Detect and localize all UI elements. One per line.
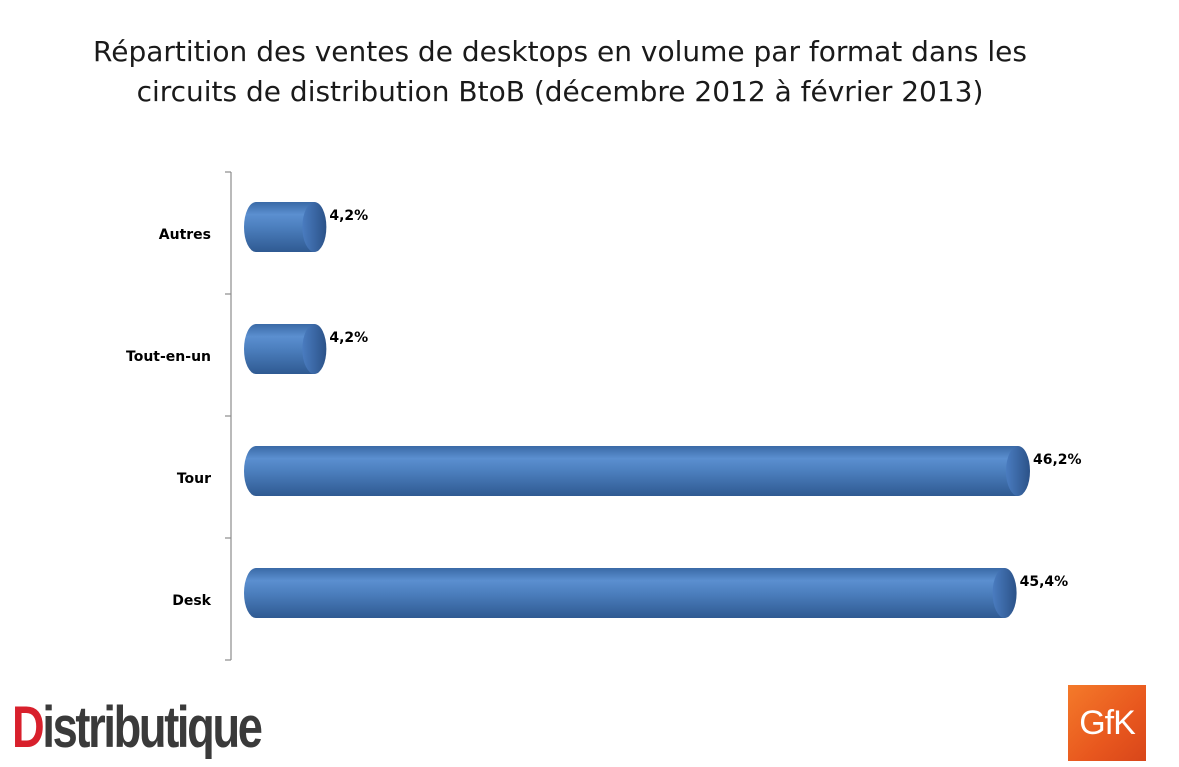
data-label: 4,2%	[329, 330, 368, 346]
chart-title: Répartition des ventes de desktops en vo…	[60, 32, 1060, 112]
bar-body	[244, 446, 1018, 496]
bar	[244, 324, 327, 374]
category-label: Tour	[177, 471, 211, 487]
bars: 4,2% 4,2% 46,2% 45,4%	[244, 202, 1082, 618]
bar	[244, 446, 1030, 496]
data-label: 4,2%	[329, 208, 368, 224]
bar-end-cap	[302, 324, 327, 374]
category-label: Tout-en-un	[126, 349, 211, 365]
bar	[244, 568, 1017, 618]
category-axis: Autres Tout-en-un Tour Desk	[126, 171, 232, 661]
category-label: Autres	[159, 227, 211, 243]
bar-end-cap	[302, 202, 327, 252]
category-label: Desk	[172, 593, 211, 609]
data-label: 46,2%	[1033, 452, 1082, 468]
bar	[244, 202, 327, 252]
bar-body	[244, 324, 315, 374]
bar-end-cap	[1006, 446, 1030, 496]
data-label: 45,4%	[1020, 574, 1069, 590]
distributique-logo: Distributique	[12, 695, 263, 760]
bar-body	[244, 202, 315, 252]
chart-title-line-2: circuits de distribution BtoB (décembre …	[136, 75, 984, 108]
bar-end-cap	[992, 568, 1017, 618]
gfk-logo: GfK	[1068, 685, 1146, 761]
bar-body	[244, 568, 1005, 618]
chart-title-line-1: Répartition des ventes de desktops en vo…	[93, 35, 1027, 68]
